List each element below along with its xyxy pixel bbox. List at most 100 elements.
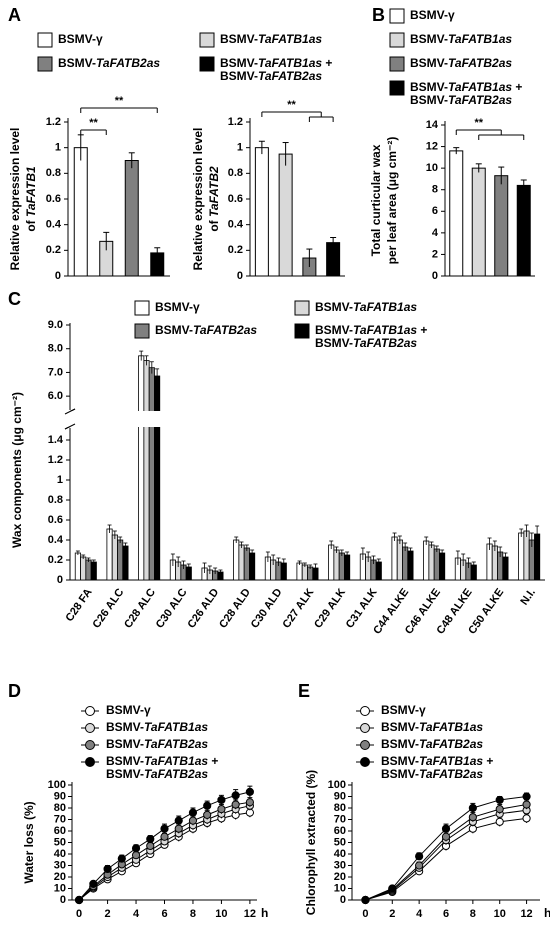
- y-tick-label: 100: [328, 779, 346, 791]
- legend-marker: [360, 740, 370, 750]
- y-tick-label: 6: [432, 205, 438, 217]
- bar: [111, 534, 118, 581]
- legend-swatch: [389, 56, 405, 72]
- bar: [73, 147, 88, 277]
- bar: [278, 153, 293, 277]
- bar: [154, 375, 161, 581]
- legend-swatch: [389, 32, 405, 48]
- y-tick-label: 8: [432, 184, 438, 196]
- bar: [407, 550, 414, 581]
- bar: [423, 540, 430, 581]
- y-tick-label: 1.2: [46, 116, 61, 128]
- y-tick-label: 2: [432, 248, 438, 260]
- data-point: [388, 884, 397, 893]
- x-tick-label: 8: [470, 908, 476, 920]
- legend-label: BSMV-γ: [155, 300, 200, 314]
- data-point: [188, 808, 198, 817]
- y-tick-label: 1.2: [48, 454, 63, 466]
- break-gap: [62, 411, 545, 427]
- y-tick-label: 0.8: [46, 167, 61, 179]
- bar: [106, 528, 113, 581]
- legend-marker: [85, 757, 95, 767]
- legend-label: BSMV-TaFATB1as: [315, 300, 417, 314]
- y-tick-label: 60: [334, 825, 346, 837]
- legend-marker: [85, 740, 95, 750]
- bar: [344, 554, 351, 581]
- significance: **: [287, 99, 296, 111]
- data-point: [361, 895, 370, 905]
- data-point: [117, 854, 126, 863]
- y-axis-label: per leaf area (μg cm⁻²): [385, 137, 399, 265]
- data-point: [495, 795, 504, 805]
- bar: [391, 536, 398, 581]
- x-tick-label: 4: [133, 908, 140, 920]
- y-axis-label: Total curticular wax: [369, 144, 383, 256]
- data-point: [146, 834, 155, 844]
- y-tick-label: 1: [237, 142, 243, 154]
- bar: [85, 559, 92, 581]
- x-tick-label: 12: [520, 908, 532, 920]
- legend-swatch: [389, 80, 405, 96]
- y-tick-label: 0: [237, 270, 243, 282]
- y-tick-label: 4: [432, 227, 439, 239]
- y-tick-label: 60: [54, 825, 66, 837]
- y-tick-label: 14: [426, 119, 439, 131]
- y-tick-label: 0: [340, 894, 346, 906]
- y-tick-label: 12: [426, 140, 438, 152]
- y-tick-label: 10: [426, 162, 438, 174]
- bar: [143, 360, 150, 581]
- x-tick-label: 12: [244, 908, 256, 920]
- y-tick-label: 90: [334, 790, 346, 802]
- data-point: [203, 810, 212, 820]
- bar: [254, 147, 269, 277]
- y-tick-label: 0: [57, 574, 63, 586]
- x-tick-label: 2: [105, 908, 111, 920]
- y-axis-label: Relative expression level: [191, 128, 205, 271]
- x-tick-label: 0: [362, 908, 368, 920]
- legend-label: BSMV-γ: [410, 8, 455, 22]
- y-tick-label: 1: [57, 474, 63, 486]
- y-axis-label: Chlorophyll extracted (%): [304, 770, 318, 915]
- legend-marker: [85, 706, 95, 716]
- bar: [138, 355, 145, 581]
- panel-label: D: [8, 681, 21, 701]
- legend-marker: [360, 706, 370, 716]
- data-point: [217, 795, 226, 805]
- y-tick-label: 0.4: [48, 534, 64, 546]
- legend-swatch: [37, 32, 53, 48]
- y-tick-label: 40: [54, 848, 66, 860]
- x-tick-label: 10: [215, 908, 227, 920]
- legend-label: BSMV-TaFATB1as: [106, 720, 208, 734]
- y-tick-label: 20: [54, 871, 66, 883]
- y-tick-label: 6.0: [48, 390, 63, 402]
- y-tick-label: 0.8: [48, 494, 63, 506]
- data-point: [522, 800, 531, 809]
- data-point: [103, 864, 112, 874]
- legend-swatch: [134, 300, 150, 316]
- x-tick-label: 0: [76, 908, 82, 920]
- legend-label: BSMV-γ: [106, 703, 151, 717]
- bar: [148, 367, 155, 581]
- legend-swatch: [199, 56, 215, 72]
- y-tick-label: 70: [334, 813, 346, 825]
- legend-label: BSMV-TaFATB1as + BSMV-TaFATB2as: [381, 754, 497, 781]
- significance: **: [474, 117, 483, 129]
- legend-label: BSMV-TaFATB2as: [106, 737, 208, 751]
- x-tick-label: 4: [416, 908, 423, 920]
- bar: [80, 556, 87, 581]
- y-axis-label: Wax components (μg cm⁻²): [10, 392, 24, 548]
- legend-label: BSMV-TaFATB1as + BSMV-TaFATB2as: [106, 754, 222, 781]
- legend-label: BSMV-TaFATB1as + BSMV-TaFATB2as: [220, 56, 336, 83]
- data-point: [75, 895, 84, 905]
- data-point: [188, 816, 198, 825]
- legend-swatch: [294, 300, 310, 316]
- data-point: [131, 851, 141, 860]
- legend-label: BSMV-TaFATB2as: [410, 56, 512, 70]
- data-point: [217, 805, 226, 814]
- bar: [74, 552, 81, 581]
- data-point: [160, 832, 169, 841]
- bar: [428, 544, 435, 581]
- bar: [523, 530, 530, 581]
